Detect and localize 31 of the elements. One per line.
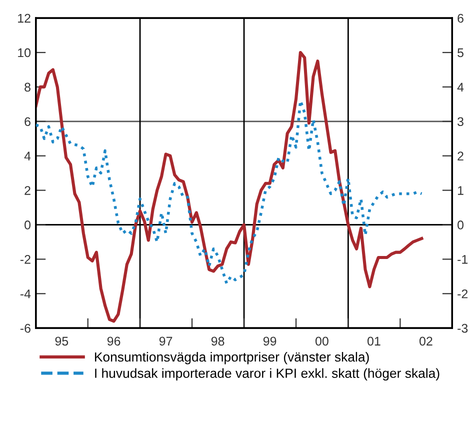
y2-tick-label: 2 — [458, 152, 464, 160]
y2-tick-label: 4 — [457, 82, 464, 92]
y2-tick-label: 1 — [458, 186, 464, 195]
y2-tick-label: -2 — [458, 289, 468, 298]
y-tick-label: 4 — [24, 152, 31, 160]
x-tick-label: 02 — [420, 336, 432, 346]
y2-tick-label: 0 — [458, 220, 464, 230]
y2-tick-label: 3 — [458, 117, 464, 126]
x-tick-label: 95 — [55, 336, 68, 346]
x-tick-label: 96 — [107, 336, 120, 346]
y2-tick-label: 6 — [458, 14, 464, 23]
y-tick-label: 6 — [24, 117, 30, 126]
x-tick-label: 99 — [263, 336, 276, 346]
x-tick-label: 00 — [315, 336, 328, 346]
y-tick-label: -2 — [20, 254, 30, 264]
x-tick-label: 98 — [211, 336, 224, 346]
y-tick-label: 2 — [24, 186, 30, 195]
y-tick-label: 0 — [24, 220, 31, 230]
x-tick-label: 97 — [159, 336, 172, 346]
legend-label: I huvudsak importerade varor i KPI exkl. skatt (höger skala) — [95, 368, 440, 381]
y-tick-label: -6 — [20, 324, 30, 333]
y2-tick-label: -1 — [458, 255, 468, 264]
y-tick-label: -4 — [20, 290, 31, 298]
y-tick-label: 10 — [18, 48, 31, 58]
y-tick-label: 12 — [18, 14, 30, 23]
x-tick-label: 01 — [367, 336, 380, 346]
y2-tick-label: 5 — [458, 48, 464, 58]
y-tick-label: 8 — [24, 82, 30, 92]
line-series — [36, 50, 424, 323]
legend-label: Konsumtionsvägda importpriser (vänster skala) — [95, 352, 369, 364]
y2-tick-label: -3 — [458, 324, 468, 333]
